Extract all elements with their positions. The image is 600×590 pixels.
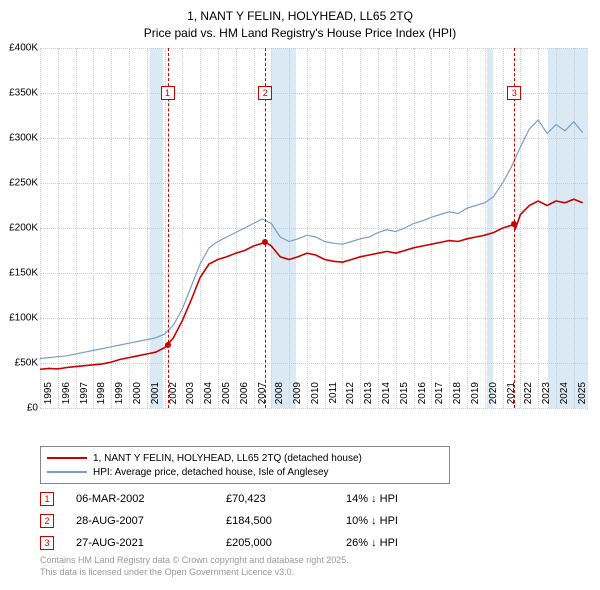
x-axis-label: 2004: [203, 382, 214, 412]
chart-svg: [40, 48, 588, 408]
x-axis-label: 2008: [274, 382, 285, 412]
x-axis-label: 2018: [452, 382, 463, 412]
sale-marker-icon: 3: [40, 536, 54, 550]
title-line-1: 1, NANT Y FELIN, HOLYHEAD, LL65 2TQ: [0, 8, 600, 25]
sale-marker-line: [168, 48, 169, 408]
x-axis-label: 2009: [292, 382, 303, 412]
table-row: 2 28-AUG-2007 £184,500 10% ↓ HPI: [40, 510, 466, 532]
x-axis-label: 2012: [345, 382, 356, 412]
title-line-2: Price paid vs. HM Land Registry's House …: [0, 25, 600, 42]
y-axis-label: £350K: [0, 88, 38, 99]
chart-area: £0£50K£100K£150K£200K£250K£300K£350K£400…: [40, 48, 588, 408]
sale-marker-line: [265, 48, 266, 408]
legend-label: HPI: Average price, detached house, Isle…: [93, 467, 329, 478]
x-axis-label: 1996: [61, 382, 72, 412]
sale-date: 06-MAR-2002: [76, 493, 226, 505]
sale-delta: 14% ↓ HPI: [346, 493, 466, 505]
x-axis-label: 1995: [43, 382, 54, 412]
x-axis-label: 2013: [363, 382, 374, 412]
legend: 1, NANT Y FELIN, HOLYHEAD, LL65 2TQ (det…: [40, 446, 450, 484]
series-hpi: [40, 120, 583, 359]
sale-date: 28-AUG-2007: [76, 515, 226, 527]
legend-swatch: [47, 457, 87, 459]
footer-line-1: Contains HM Land Registry data © Crown c…: [40, 555, 349, 567]
x-axis-label: 2000: [132, 382, 143, 412]
sale-price: £184,500: [226, 515, 346, 527]
legend-swatch: [47, 471, 87, 472]
x-axis-label: 2016: [417, 382, 428, 412]
footer-line-2: This data is licensed under the Open Gov…: [40, 567, 349, 579]
x-axis-label: 2025: [577, 382, 588, 412]
y-axis-label: £250K: [0, 178, 38, 189]
x-axis-label: 2010: [310, 382, 321, 412]
x-axis-label: 2011: [328, 382, 339, 412]
y-axis-label: £200K: [0, 223, 38, 234]
x-axis-label: 2014: [381, 382, 392, 412]
series-price_paid: [40, 199, 583, 369]
x-axis-label: 2019: [470, 382, 481, 412]
x-axis-label: 1999: [114, 382, 125, 412]
sale-dot: [165, 342, 171, 348]
sale-dot: [511, 221, 517, 227]
table-row: 3 27-AUG-2021 £205,000 26% ↓ HPI: [40, 532, 466, 554]
sale-marker-line: [514, 48, 515, 408]
legend-label: 1, NANT Y FELIN, HOLYHEAD, LL65 2TQ (det…: [93, 453, 362, 464]
sale-price: £205,000: [226, 537, 346, 549]
x-axis-label: 2015: [399, 382, 410, 412]
x-axis-label: 2020: [488, 382, 499, 412]
sale-date: 27-AUG-2021: [76, 537, 226, 549]
x-axis-label: 2017: [434, 382, 445, 412]
sale-dot: [262, 239, 268, 245]
x-axis-label: 1998: [96, 382, 107, 412]
x-axis-label: 2001: [150, 382, 161, 412]
legend-item: 1, NANT Y FELIN, HOLYHEAD, LL65 2TQ (det…: [47, 451, 443, 465]
legend-item: HPI: Average price, detached house, Isle…: [47, 465, 443, 479]
x-axis-label: 2024: [559, 382, 570, 412]
chart-title: 1, NANT Y FELIN, HOLYHEAD, LL65 2TQ Pric…: [0, 0, 600, 42]
x-axis-label: 2003: [185, 382, 196, 412]
y-axis-label: £400K: [0, 43, 38, 54]
x-axis-label: 2023: [541, 382, 552, 412]
x-axis-label: 2002: [168, 382, 179, 412]
y-axis-label: £50K: [0, 358, 38, 369]
x-axis-label: 2005: [221, 382, 232, 412]
y-axis-label: £100K: [0, 313, 38, 324]
sale-marker-box: 3: [507, 86, 521, 100]
sale-marker-icon: 1: [40, 492, 54, 506]
x-axis-label: 2006: [239, 382, 250, 412]
sale-price: £70,423: [226, 493, 346, 505]
y-axis-label: £0: [0, 403, 38, 414]
sale-marker-box: 2: [258, 86, 272, 100]
sales-table: 1 06-MAR-2002 £70,423 14% ↓ HPI 2 28-AUG…: [40, 488, 466, 554]
y-axis-label: £300K: [0, 133, 38, 144]
sale-delta: 10% ↓ HPI: [346, 515, 466, 527]
y-axis-label: £150K: [0, 268, 38, 279]
sale-marker-box: 1: [161, 86, 175, 100]
x-axis-label: 2022: [523, 382, 534, 412]
x-axis-label: 1997: [79, 382, 90, 412]
footer-attribution: Contains HM Land Registry data © Crown c…: [40, 555, 349, 578]
table-row: 1 06-MAR-2002 £70,423 14% ↓ HPI: [40, 488, 466, 510]
sale-delta: 26% ↓ HPI: [346, 537, 466, 549]
sale-marker-icon: 2: [40, 514, 54, 528]
